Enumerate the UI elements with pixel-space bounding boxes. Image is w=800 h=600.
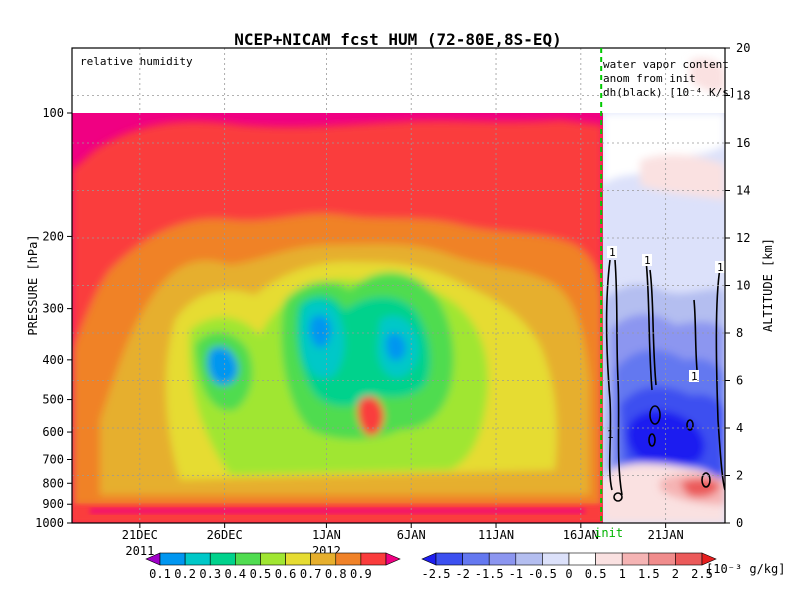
x-tick-label: 16JAN: [563, 528, 599, 542]
colorbar-tick-label: 0.7: [300, 567, 322, 581]
x-tick-label: 26DEC: [207, 528, 243, 542]
colorbar-swatch: [488, 552, 517, 566]
colorbar-tick-label: -2: [455, 567, 469, 581]
colorbar-tick-label: 0.4: [224, 567, 246, 581]
colorbar-swatch: [360, 552, 387, 566]
colorbar-tick-label: 0.6: [275, 567, 297, 581]
colorbar-tick-label: 0: [565, 567, 572, 581]
y-tick-label: 200: [42, 229, 64, 243]
y2-tick-label: 6: [736, 374, 743, 388]
colorbar-swatch: [568, 552, 596, 566]
x-tick-label: 11JAN: [478, 528, 514, 542]
colorbar-tick-label: 2.5: [691, 567, 713, 581]
contour-labels: 1 1 1 1 1: [607, 246, 725, 441]
colorbar-swatch: [621, 552, 650, 566]
x-tick-label: 1JAN: [312, 528, 341, 542]
y2-tick-label: 0: [736, 516, 743, 530]
colorbar-swatch: [235, 552, 261, 566]
right-panel-label-line-3: dh(black) [10⁻⁴ K/s]: [603, 86, 735, 99]
y-tick-label: 700: [42, 452, 64, 466]
colorbar-unit: [10⁻³ g/kg]: [706, 562, 785, 576]
colorbar-tick-label: 0.2: [174, 567, 196, 581]
contour-label: 1: [609, 246, 616, 259]
y2-tick-label: 20: [736, 41, 750, 55]
init-label: init: [594, 526, 623, 540]
y2-tick-label: 4: [736, 421, 743, 435]
colorbar-end: [385, 552, 401, 566]
colorbar-swatch: [515, 552, 543, 566]
colorbar-tick-label: -1: [509, 567, 523, 581]
colorbar-tick-label: 0.5: [585, 567, 607, 581]
colorbar-end: [421, 552, 437, 566]
y-tick-label: 900: [42, 497, 64, 511]
colorbar-swatch: [542, 552, 570, 566]
y-tick-label: 500: [42, 393, 64, 407]
y2-tick-label: 8: [736, 326, 743, 340]
colorbar-swatch: [209, 552, 236, 566]
colorbar-rh: 0.1 0.2 0.3 0.4 0.5 0.6 0.7 0.8 0.9: [145, 552, 401, 581]
y-tick-label: 600: [42, 425, 64, 439]
colorbar-swatch: [184, 552, 211, 566]
colorbar-tick-label: 1.5: [638, 567, 660, 581]
colorbar-tick-label: 0.9: [350, 567, 372, 581]
colorbar-swatch: [435, 552, 463, 566]
grid-lines: [72, 48, 725, 523]
colorbar-tick-label: 0.3: [199, 567, 221, 581]
y2-tick-label: 14: [736, 184, 750, 198]
colorbar-tick-label: 0.1: [149, 567, 171, 581]
colorbar-swatch: [648, 552, 676, 566]
colorbar-swatch: [260, 552, 286, 566]
colorbar-swatch: [310, 552, 337, 566]
y-tick-label: 800: [42, 476, 64, 490]
colorbar-tick-label: 1: [619, 567, 626, 581]
colorbar-swatch: [595, 552, 623, 566]
right-panel-label-line-2: anom from init: [603, 72, 696, 85]
colorbar-anomaly: -2.5 -2 -1.5 -1 -0.5 0 0.5 1 1.5 2 2.5[10⁻³ g/kg]: [421, 552, 785, 581]
x-tick-label: 6JAN: [397, 528, 426, 542]
colorbar-swatch: [462, 552, 490, 566]
dh-contours: [605, 259, 725, 502]
x-tick-label: 21JAN: [648, 528, 684, 542]
chart-title: NCEP+NICAM_fcst HUM (72-80E,8S-EQ): [234, 30, 562, 49]
y-tick-label: 400: [42, 353, 64, 367]
rh-field: [72, 48, 603, 523]
contour-label: 1: [691, 370, 698, 383]
y-axis-title: PRESSURE [hPa]: [26, 234, 40, 335]
y2-tick-label: 12: [736, 231, 750, 245]
colorbar-swatch: [159, 552, 186, 566]
y-tick-label: 100: [42, 106, 64, 120]
colorbar-end: [701, 552, 717, 566]
y2-tick-label: 16: [736, 136, 750, 150]
colorbar-swatch: [335, 552, 362, 566]
colorbar-tick-label: -0.5: [528, 567, 557, 581]
left-panel-label: relative humidity: [80, 55, 193, 68]
contour-label: 1: [717, 261, 724, 274]
y-tick-label: 300: [42, 302, 64, 316]
colorbar-swatch: [675, 552, 703, 566]
y2-tick-label: 2: [736, 469, 743, 483]
x-sublabel: 2011: [125, 544, 154, 558]
y2-tick-label: 10: [736, 279, 750, 293]
colorbar-tick-label: 2: [672, 567, 679, 581]
colorbar-tick-label: -2.5: [422, 567, 451, 581]
colorbar-tick-label: -1.5: [475, 567, 504, 581]
y-tick-label: 1000: [35, 516, 64, 530]
colorbar-tick-label: 0.8: [325, 567, 347, 581]
y2-axis-title: ALTITUDE [km]: [761, 238, 775, 332]
contour-label: 1: [607, 428, 614, 441]
x-tick-label: 21DEC: [122, 528, 158, 542]
y2-tick-label: 18: [736, 89, 750, 103]
colorbar-tick-label: 0.5: [250, 567, 272, 581]
colorbar-swatch: [285, 552, 311, 566]
contour-label: 1: [644, 254, 651, 267]
